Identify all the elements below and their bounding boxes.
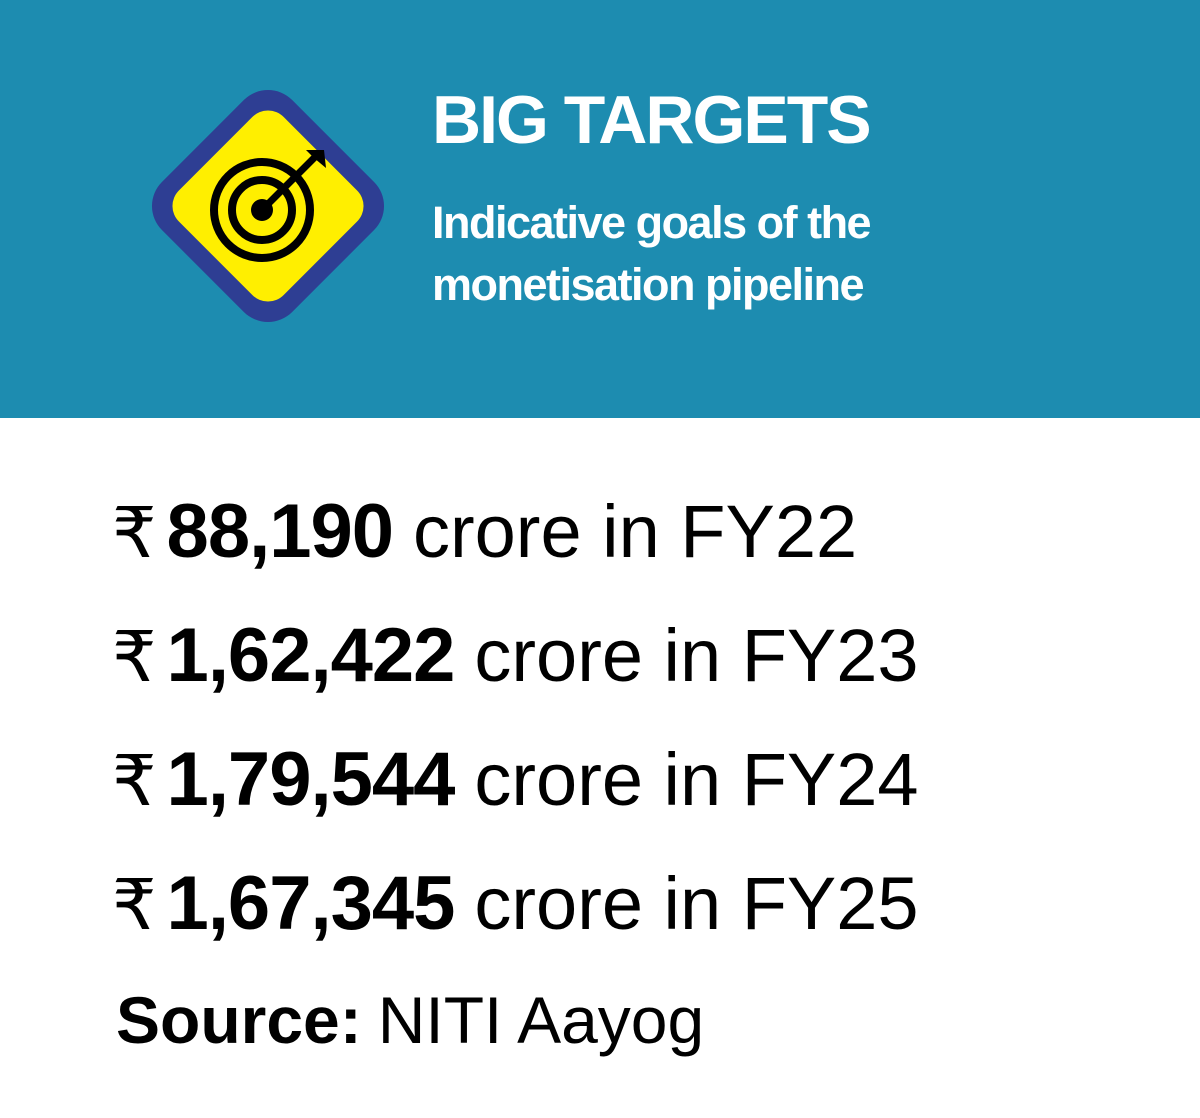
source-note: Source: NITI Aayog xyxy=(116,978,704,1062)
target-description: crore in FY24 xyxy=(474,738,919,821)
target-outer-ring xyxy=(210,158,314,262)
arrow-fletching xyxy=(306,150,326,168)
rupee-symbol: ₹ xyxy=(112,494,157,572)
target-icon xyxy=(138,76,398,336)
target-amount: 1,67,345 xyxy=(166,861,456,946)
target-amount: 88,190 xyxy=(166,489,394,574)
target-description: crore in FY22 xyxy=(413,490,858,573)
target-row-fy25: ₹ 1,67,345 crore in FY25 xyxy=(112,842,1172,966)
source-value: NITI Aayog xyxy=(377,983,705,1057)
header-banner: BIG TARGETS Indicative goals of the mone… xyxy=(0,0,1200,418)
page-subtitle: Indicative goals of the monetisation pip… xyxy=(432,197,872,310)
target-amount: 1,79,544 xyxy=(166,737,456,822)
targets-list: ₹ 88,190 crore in FY22 ₹ 1,62,422 crore … xyxy=(112,470,1172,966)
target-amount: 1,62,422 xyxy=(166,613,456,698)
target-description: crore in FY23 xyxy=(474,614,919,697)
rupee-symbol: ₹ xyxy=(112,866,157,944)
page-title: BIG TARGETS xyxy=(432,82,872,158)
target-row-fy23: ₹ 1,62,422 crore in FY23 xyxy=(112,594,1172,718)
source-label: Source: xyxy=(116,983,362,1057)
arrow-shaft xyxy=(258,154,318,214)
target-row-fy24: ₹ 1,79,544 crore in FY24 xyxy=(112,718,1172,842)
rupee-symbol: ₹ xyxy=(112,742,157,820)
target-description: crore in FY25 xyxy=(474,862,919,945)
rupee-symbol: ₹ xyxy=(112,618,157,696)
target-middle-ring xyxy=(228,176,296,244)
target-row-fy22: ₹ 88,190 crore in FY22 xyxy=(112,470,1172,594)
